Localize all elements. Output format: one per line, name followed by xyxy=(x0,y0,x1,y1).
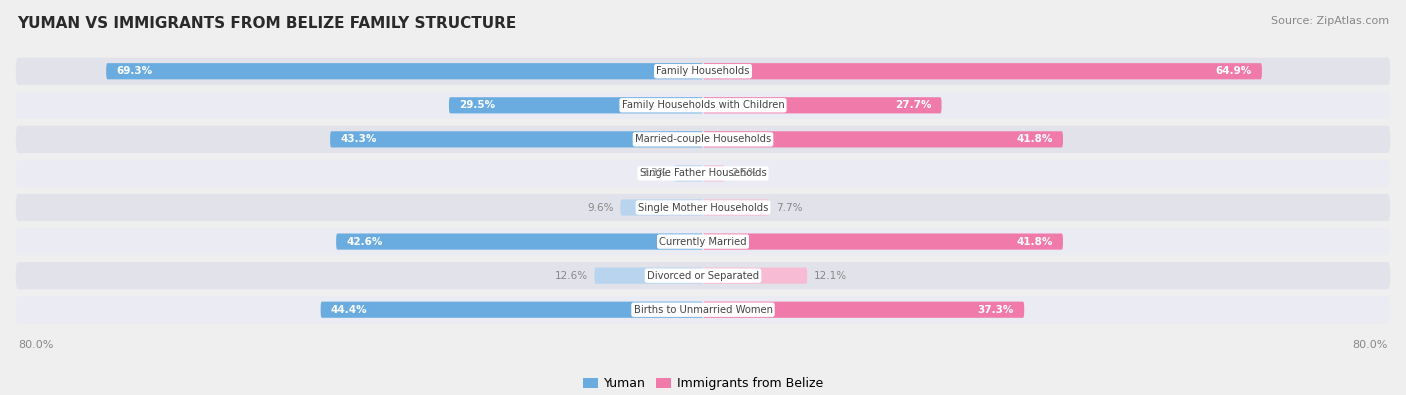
FancyBboxPatch shape xyxy=(703,267,807,284)
Legend: Yuman, Immigrants from Belize: Yuman, Immigrants from Belize xyxy=(578,372,828,395)
Text: Single Mother Households: Single Mother Households xyxy=(638,203,768,213)
Text: Family Households with Children: Family Households with Children xyxy=(621,100,785,110)
FancyBboxPatch shape xyxy=(449,97,703,113)
Text: Married-couple Households: Married-couple Households xyxy=(636,134,770,145)
Text: 29.5%: 29.5% xyxy=(460,100,495,110)
Text: 42.6%: 42.6% xyxy=(346,237,382,246)
Text: Family Households: Family Households xyxy=(657,66,749,76)
FancyBboxPatch shape xyxy=(703,63,1263,79)
FancyBboxPatch shape xyxy=(15,126,1391,153)
FancyBboxPatch shape xyxy=(15,194,1391,221)
FancyBboxPatch shape xyxy=(107,63,703,79)
Text: YUMAN VS IMMIGRANTS FROM BELIZE FAMILY STRUCTURE: YUMAN VS IMMIGRANTS FROM BELIZE FAMILY S… xyxy=(17,16,516,31)
Text: 12.6%: 12.6% xyxy=(554,271,588,280)
Text: 3.3%: 3.3% xyxy=(641,168,668,179)
FancyBboxPatch shape xyxy=(703,302,1024,318)
Text: 80.0%: 80.0% xyxy=(18,340,53,350)
Text: 64.9%: 64.9% xyxy=(1215,66,1251,76)
FancyBboxPatch shape xyxy=(703,233,1063,250)
Text: Source: ZipAtlas.com: Source: ZipAtlas.com xyxy=(1271,16,1389,26)
Text: 2.5%: 2.5% xyxy=(731,168,758,179)
Text: 80.0%: 80.0% xyxy=(1353,340,1388,350)
Text: Births to Unmarried Women: Births to Unmarried Women xyxy=(634,305,772,315)
Text: 27.7%: 27.7% xyxy=(894,100,931,110)
FancyBboxPatch shape xyxy=(703,166,724,182)
Text: 41.8%: 41.8% xyxy=(1017,237,1053,246)
Text: Currently Married: Currently Married xyxy=(659,237,747,246)
Text: 9.6%: 9.6% xyxy=(586,203,613,213)
FancyBboxPatch shape xyxy=(15,92,1391,119)
Text: 41.8%: 41.8% xyxy=(1017,134,1053,145)
FancyBboxPatch shape xyxy=(15,160,1391,187)
FancyBboxPatch shape xyxy=(675,166,703,182)
FancyBboxPatch shape xyxy=(15,228,1391,255)
Text: Single Father Households: Single Father Households xyxy=(640,168,766,179)
Text: 69.3%: 69.3% xyxy=(117,66,153,76)
FancyBboxPatch shape xyxy=(330,131,703,147)
FancyBboxPatch shape xyxy=(595,267,703,284)
FancyBboxPatch shape xyxy=(15,262,1391,289)
FancyBboxPatch shape xyxy=(15,58,1391,85)
Text: 44.4%: 44.4% xyxy=(330,305,367,315)
FancyBboxPatch shape xyxy=(336,233,703,250)
FancyBboxPatch shape xyxy=(620,199,703,216)
FancyBboxPatch shape xyxy=(321,302,703,318)
Text: 43.3%: 43.3% xyxy=(340,134,377,145)
FancyBboxPatch shape xyxy=(15,296,1391,324)
Text: 12.1%: 12.1% xyxy=(814,271,848,280)
Text: 7.7%: 7.7% xyxy=(776,203,803,213)
FancyBboxPatch shape xyxy=(703,97,942,113)
FancyBboxPatch shape xyxy=(703,199,769,216)
Text: 37.3%: 37.3% xyxy=(977,305,1014,315)
Text: Divorced or Separated: Divorced or Separated xyxy=(647,271,759,280)
FancyBboxPatch shape xyxy=(703,131,1063,147)
